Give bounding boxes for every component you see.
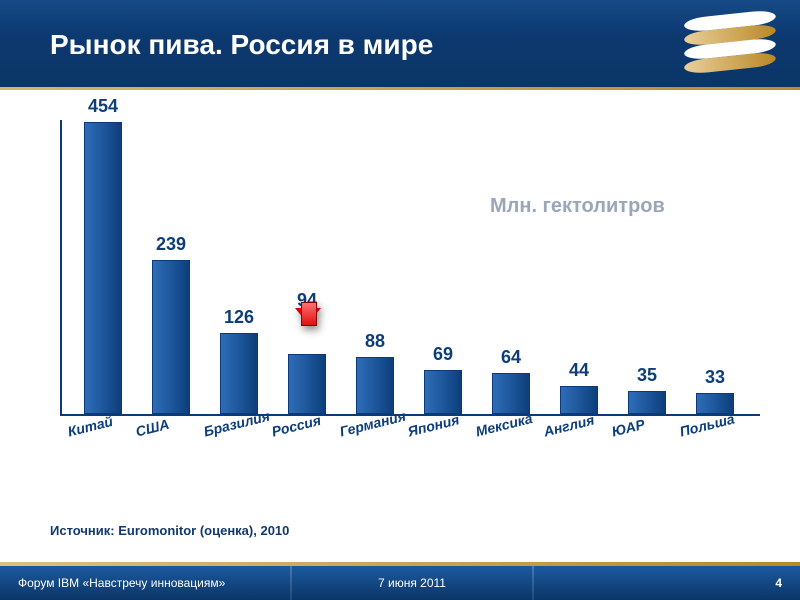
bar: 69 xyxy=(424,370,462,414)
y-axis-line xyxy=(60,120,62,416)
bar-slot: 35ЮАР xyxy=(614,118,682,414)
bar-slot: 33Польша xyxy=(682,118,750,414)
page-title: Рынок пива. Россия в мире xyxy=(50,29,433,61)
bar-slot: 94Россия xyxy=(274,118,342,414)
bar-value-label: 454 xyxy=(85,96,121,117)
bar: 64 xyxy=(492,373,530,414)
bar-value-label: 239 xyxy=(153,234,189,255)
bar: 239 xyxy=(152,260,190,414)
bar: 454 xyxy=(84,122,122,414)
bar-value-label: 33 xyxy=(697,367,733,388)
bars-container: 454Китай239США126Бразилия94Россия88Герма… xyxy=(70,118,750,414)
bar-slot: 126Бразилия xyxy=(206,118,274,414)
bar: 88 xyxy=(356,357,394,414)
slide-header: Рынок пива. Россия в мире xyxy=(0,0,800,90)
bar-slot: 239США xyxy=(138,118,206,414)
bar-value-label: 44 xyxy=(561,360,597,381)
slide: Рынок пива. Россия в мире 454Китай239США… xyxy=(0,0,800,600)
bar-value-label: 69 xyxy=(425,344,461,365)
bar-value-label: 35 xyxy=(629,365,665,386)
chart-y-title: Млн. гектолитров xyxy=(490,195,665,218)
bar-slot: 64Мексика xyxy=(478,118,546,414)
footer-page-number: 4 xyxy=(534,566,800,600)
brand-logo-icon xyxy=(684,12,776,76)
bar-chart: 454Китай239США126Бразилия94Россия88Герма… xyxy=(60,120,760,460)
bar-slot: 454Китай xyxy=(70,118,138,414)
bar-slot: 44Англия xyxy=(546,118,614,414)
bar: 94 xyxy=(288,354,326,414)
bar-slot: 88Германия xyxy=(342,118,410,414)
slide-footer: Форум IBM «Навстречу инновациям» 7 июня … xyxy=(0,566,800,600)
bar: 44 xyxy=(560,386,598,414)
bar-value-label: 126 xyxy=(221,307,257,328)
bar-value-label: 64 xyxy=(493,347,529,368)
bar-slot: 69Япония xyxy=(410,118,478,414)
footer-event-name: Форум IBM «Навстречу инновациям» xyxy=(0,566,290,600)
bar-value-label: 88 xyxy=(357,331,393,352)
bar: 126 xyxy=(220,333,258,414)
source-citation: Источник: Euromonitor (оценка), 2010 xyxy=(50,523,289,538)
footer-date: 7 июня 2011 xyxy=(292,566,532,600)
highlight-arrow-icon xyxy=(295,308,321,324)
